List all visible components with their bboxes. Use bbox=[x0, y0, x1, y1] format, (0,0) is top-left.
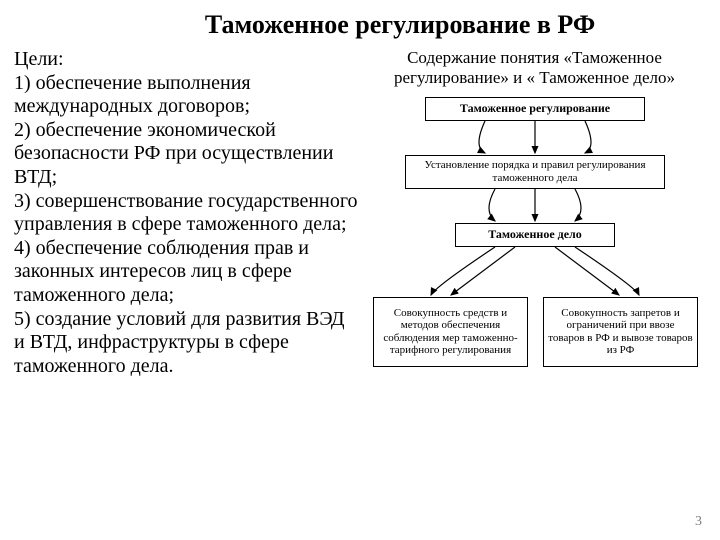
diagram-edge bbox=[555, 247, 619, 295]
diagram-arrows bbox=[365, 97, 704, 447]
diagram-edge bbox=[431, 247, 495, 295]
diagram-edge bbox=[489, 189, 495, 221]
goals-heading: Цели: bbox=[14, 48, 359, 72]
goal-item: 4) обеспечение соблюдения прав и законны… bbox=[14, 237, 359, 308]
diagram-node-n4: Совокупность средств и методов обеспечен… bbox=[373, 297, 528, 367]
diagram-node-n1: Таможенное регулирование bbox=[425, 97, 645, 121]
content-row: Цели: 1) обеспечение выполнения междунар… bbox=[0, 48, 720, 447]
goals-column: Цели: 1) обеспечение выполнения междунар… bbox=[14, 48, 359, 447]
diagram-edge bbox=[575, 247, 639, 295]
page-title: Таможенное регулирование в РФ bbox=[0, 0, 720, 48]
diagram-node-n5: Совокупность запретов и ограничений при … bbox=[543, 297, 698, 367]
goal-item: 2) обеспечение экономической безопасност… bbox=[14, 119, 359, 190]
diagram-node-n2: Установление порядка и правил регулирова… bbox=[405, 155, 665, 189]
page-number: 3 bbox=[695, 514, 702, 530]
diagram-edge bbox=[585, 121, 591, 153]
diagram-subtitle: Содержание понятия «Таможенное регулиров… bbox=[365, 48, 704, 89]
diagram-column: Содержание понятия «Таможенное регулиров… bbox=[359, 48, 704, 447]
goal-item: 3) совершенствование государственного уп… bbox=[14, 190, 359, 237]
diagram-node-n3: Таможенное дело bbox=[455, 223, 615, 247]
goal-item: 5) создание условий для развития ВЭД и В… bbox=[14, 308, 359, 379]
diagram-edge bbox=[479, 121, 485, 153]
goal-item: 1) обеспечение выполнения международных … bbox=[14, 72, 359, 119]
diagram-edge bbox=[575, 189, 581, 221]
flowchart-diagram: Таможенное регулирование Установление пор… bbox=[365, 97, 704, 447]
diagram-edge bbox=[451, 247, 515, 295]
